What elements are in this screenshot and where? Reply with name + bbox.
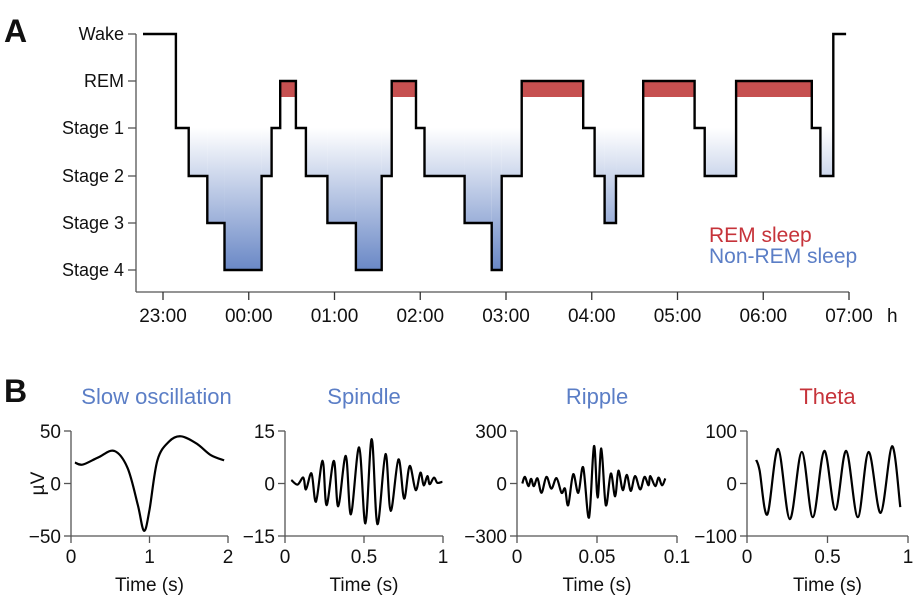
rem-bar	[643, 81, 695, 97]
legend-nrem: Non-REM sleep	[709, 245, 857, 268]
x-axis-label: Time (s)	[330, 575, 399, 596]
x-tick-label: 0	[512, 547, 523, 568]
slow-oscillation-title: Slow oscillation	[81, 384, 231, 409]
x-tick-label: 1	[438, 547, 449, 568]
x-tick-label: 04:00	[568, 306, 616, 327]
theta-title: Theta	[799, 384, 856, 409]
nrem-fill	[594, 128, 605, 176]
x-tick-label: 0	[280, 547, 291, 568]
x-unit-label: h	[887, 306, 898, 327]
y-tick-label: Stage 3	[62, 213, 124, 233]
x-axis-label: Time (s)	[115, 575, 184, 596]
nrem-fill	[820, 128, 834, 176]
y-tick-label: −300	[464, 527, 507, 548]
legend-rem: REM sleep	[709, 224, 812, 247]
nrem-fill	[188, 128, 208, 176]
nrem-fill	[464, 128, 492, 223]
x-tick-label: 0	[66, 547, 77, 568]
x-tick-label: 0.5	[814, 547, 840, 568]
x-tick-label: 1	[144, 547, 155, 568]
x-tick-label: 0	[742, 547, 753, 568]
y-tick-label: REM	[84, 71, 124, 91]
rem-bar	[521, 81, 584, 97]
y-tick-label: 0	[50, 475, 61, 496]
slow-oscillation-trace	[74, 435, 225, 532]
y-tick-label: −15	[243, 527, 275, 548]
x-tick-label: 1	[903, 547, 914, 568]
y-tick-label: −100	[694, 527, 737, 548]
nrem-fill	[327, 128, 356, 223]
y-tick-label: −50	[29, 527, 61, 548]
nrem-fill	[424, 128, 465, 176]
x-tick-label: 05:00	[654, 306, 702, 327]
x-tick-label: 00:00	[225, 306, 273, 327]
nrem-fill	[224, 128, 262, 270]
x-tick-label: 06:00	[739, 306, 787, 327]
nrem-fill	[491, 128, 502, 270]
spindle-trace	[290, 437, 443, 526]
spindle-title: Spindle	[327, 384, 400, 409]
hypnogram-chart: Wake REM Stage 1 Stage 2 Stage 3 Stage 4 23:00…	[62, 24, 898, 327]
nrem-fill	[261, 128, 272, 176]
nrem-fill	[704, 128, 737, 176]
panel-b-label: B	[4, 373, 27, 409]
x-tick-label: 2	[223, 547, 234, 568]
rem-bar	[280, 81, 296, 97]
x-axis-label: Time (s)	[563, 575, 632, 596]
x-tick-label: 07:00	[825, 306, 873, 327]
y-tick-label: 100	[705, 422, 737, 443]
y-tick-label: Stage 4	[62, 260, 124, 280]
x-tick-label: 0.1	[664, 547, 690, 568]
y-tick-label: 300	[475, 422, 507, 443]
nrem-fill	[355, 128, 382, 270]
rem-bar	[391, 81, 416, 97]
y-tick-label: 0	[264, 475, 275, 496]
nrem-fill	[604, 128, 617, 223]
x-tick-label: 01:00	[311, 306, 359, 327]
nrem-fill	[305, 128, 328, 176]
nrem-fill	[616, 128, 644, 176]
nrem-fill	[501, 128, 522, 176]
y-tick-label: 0	[726, 475, 737, 496]
x-axis-label: Time (s)	[793, 575, 862, 596]
x-tick-label: 0.5	[351, 547, 377, 568]
y-tick-label: Stage 1	[62, 118, 124, 138]
x-tick-label: 02:00	[396, 306, 444, 327]
y-tick-label: 0	[496, 475, 507, 496]
y-axis-label: µV	[28, 471, 49, 495]
x-tick-label: 03:00	[482, 306, 530, 327]
x-tick-label: 23:00	[139, 306, 187, 327]
nrem-fill	[381, 128, 392, 176]
theta-trace	[755, 445, 902, 521]
x-tick-label: 0.05	[579, 547, 616, 568]
y-tick-label: Wake	[79, 24, 124, 44]
y-tick-label: 15	[254, 422, 275, 443]
y-tick-label: 50	[40, 422, 61, 443]
nrem-fill	[207, 128, 225, 223]
rem-bar	[736, 81, 812, 97]
ripple-trace	[521, 444, 667, 519]
panel-a-label: A	[4, 13, 27, 49]
y-tick-label: Stage 2	[62, 166, 124, 186]
ripple-title: Ripple	[566, 384, 628, 409]
hypnogram-line	[143, 32, 847, 272]
